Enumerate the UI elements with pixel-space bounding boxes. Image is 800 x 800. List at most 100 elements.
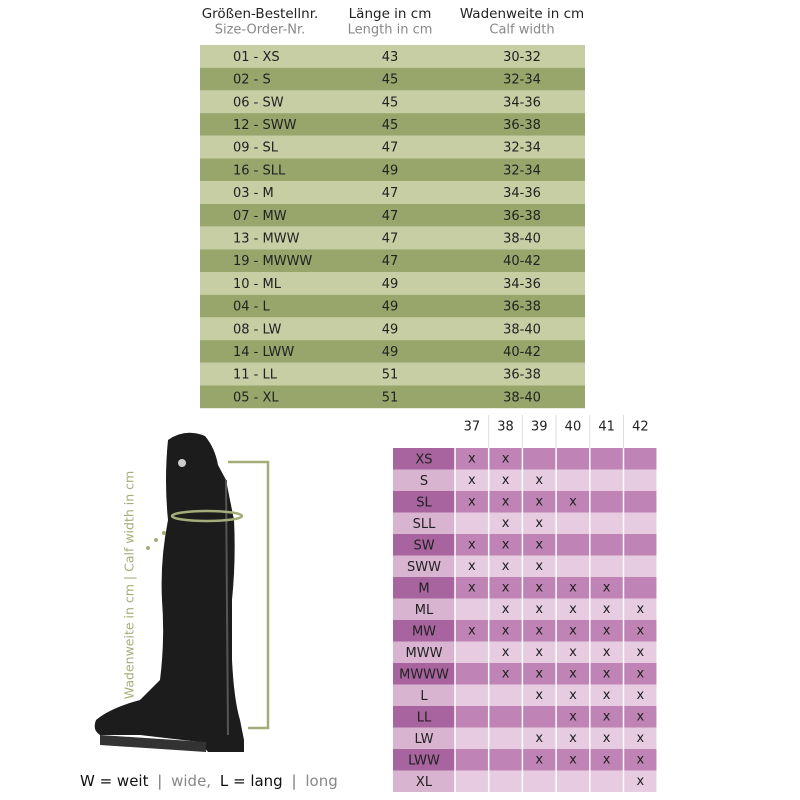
row-label-cell	[393, 491, 455, 513]
fit-mark: x	[535, 580, 543, 595]
boot-sole	[100, 735, 206, 752]
boot-stud	[178, 459, 186, 467]
height-bracket	[228, 460, 270, 730]
fit-mark: x	[535, 537, 543, 552]
column-header: 42	[632, 420, 649, 435]
legend-part: |	[157, 772, 162, 790]
fit-mark: x	[636, 602, 644, 617]
row-label: LWW	[408, 753, 440, 768]
fit-mark: x	[569, 580, 577, 595]
table-cell: 11 - LL	[233, 368, 278, 383]
table-cell: 06 - SW	[233, 95, 284, 110]
fit-mark: x	[468, 494, 476, 509]
fit-mark: x	[502, 451, 510, 466]
boot-zip	[225, 479, 229, 736]
row-label-cell	[393, 555, 455, 577]
fit-mark: x	[502, 666, 510, 681]
header-de: Länge in cm	[349, 6, 432, 22]
table-cell: 32-34	[503, 163, 541, 178]
table-cell: 51	[382, 390, 399, 405]
fit-mark: x	[535, 473, 543, 488]
table-cell: 19 - MWWW	[233, 254, 312, 269]
row-label: SLL	[413, 517, 436, 532]
fit-mark: x	[535, 494, 543, 509]
table-cell: 13 - MWW	[233, 231, 300, 246]
column-header: 39	[531, 420, 548, 435]
row-label-cell	[393, 749, 455, 771]
row-label-cell	[393, 641, 455, 663]
fit-mark: x	[636, 752, 644, 767]
fit-mark: x	[535, 752, 543, 767]
fit-mark: x	[569, 645, 577, 660]
table-cell: 47	[382, 141, 399, 156]
fit-mark: x	[535, 602, 543, 617]
row-label-cell	[393, 577, 455, 599]
table-cell: 43	[382, 50, 399, 65]
row-label: MW	[412, 624, 436, 639]
column-header: 41	[598, 420, 615, 435]
table-cell: 10 - ML	[233, 277, 282, 292]
table-row	[200, 362, 585, 386]
fit-mark: x	[468, 473, 476, 488]
fit-mark: x	[569, 623, 577, 638]
boot-illustration: Wadenweite in cm | Calf width in cm	[94, 432, 270, 752]
table-cell: 01 - XS	[233, 50, 280, 65]
measure-label: Wadenweite in cm | Calf width in cm	[122, 471, 137, 699]
table-cell: 47	[382, 231, 399, 246]
fit-mark: x	[468, 580, 476, 595]
fit-mark: x	[569, 688, 577, 703]
row-label-cell	[393, 727, 455, 749]
fit-mark: x	[535, 731, 543, 746]
table-cell: 34-36	[503, 186, 541, 201]
table-cell: 45	[382, 73, 399, 88]
header-en: Length in cm	[348, 23, 433, 38]
table-cell: 49	[382, 277, 399, 292]
fit-mark: x	[502, 623, 510, 638]
table-cell: 36-38	[503, 368, 541, 383]
calf-marker	[170, 509, 244, 523]
row-label: MWW	[406, 646, 443, 661]
table-row	[200, 181, 585, 204]
table-cell: 49	[382, 345, 399, 360]
row-label-cell	[393, 512, 455, 534]
column-header: 38	[497, 420, 514, 435]
fit-mark: x	[603, 666, 611, 681]
boot-shape	[94, 432, 245, 752]
row-label: SW	[413, 538, 434, 553]
fit-mark: x	[569, 731, 577, 746]
row-label: SWW	[407, 560, 441, 575]
fit-mark: x	[502, 494, 510, 509]
table-row	[200, 272, 585, 295]
fit-mark: x	[468, 623, 476, 638]
table-row	[200, 385, 585, 409]
row-label: XS	[415, 452, 432, 467]
row-label: XL	[416, 775, 433, 790]
row-label-cell	[393, 620, 455, 642]
table-cell: 07 - MW	[233, 209, 287, 224]
legend-part: L = lang	[220, 772, 283, 790]
legend-part: W = weit	[80, 772, 149, 790]
fit-mark: x	[603, 580, 611, 595]
legend-part: long	[305, 772, 337, 790]
fit-mark: x	[603, 731, 611, 746]
fit-mark: x	[636, 709, 644, 724]
fit-mark: x	[636, 623, 644, 638]
dot	[154, 538, 158, 542]
fit-mark: x	[535, 623, 543, 638]
fit-mark: x	[535, 645, 543, 660]
fit-mark: x	[636, 645, 644, 660]
column-header: 40	[565, 420, 582, 435]
fit-mark: x	[468, 559, 476, 574]
header-en: Size-Order-Nr.	[215, 23, 306, 38]
table-cell: 32-34	[503, 141, 541, 156]
table-row	[200, 203, 585, 227]
fit-mark: x	[468, 537, 476, 552]
fit-mark: x	[535, 666, 543, 681]
row-label: LL	[417, 710, 432, 725]
table-cell: 36-38	[503, 118, 541, 133]
dot	[146, 546, 150, 550]
row-label-cell	[393, 469, 455, 491]
fit-mark: x	[603, 623, 611, 638]
fit-mark: x	[636, 731, 644, 746]
fit-mark: x	[569, 666, 577, 681]
